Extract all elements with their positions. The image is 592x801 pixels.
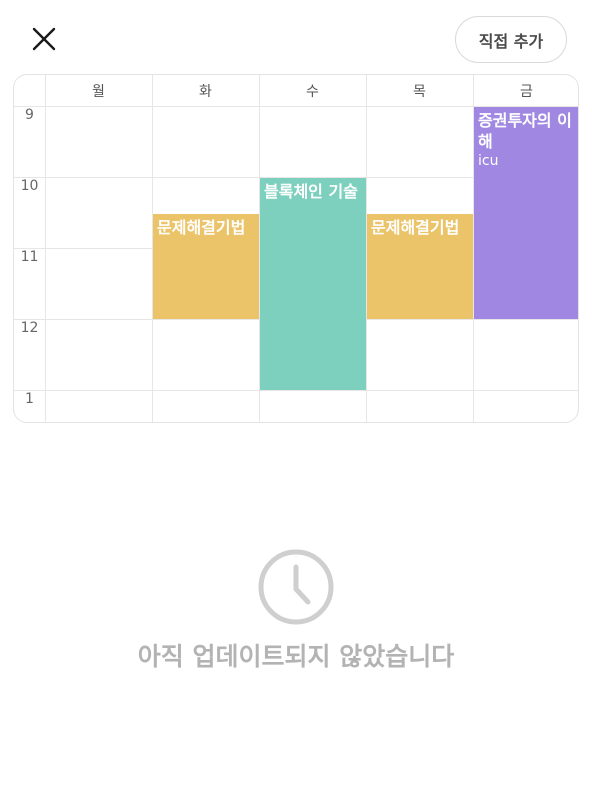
close-icon [32, 27, 56, 51]
day-header: 수 [306, 83, 319, 100]
class-title: 블록체인 기술 [264, 182, 358, 201]
hour-label: 1 [25, 391, 34, 407]
hour-label: 9 [25, 107, 34, 123]
add-manually-button[interactable]: 직접 추가 [455, 16, 567, 63]
grid-column-line [152, 75, 153, 422]
day-header: 목 [413, 83, 426, 100]
class-block[interactable]: 블록체인 기술 [260, 178, 366, 390]
empty-state-message: 아직 업데이트되지 않았습니다 [137, 642, 455, 671]
class-block[interactable]: 문제해결기법 [367, 213, 473, 319]
clock-icon [258, 549, 334, 625]
grid-row-line [14, 390, 578, 391]
hour-label: 10 [20, 178, 39, 194]
class-block[interactable]: 증권투자의 이해 icu [474, 107, 578, 319]
grid-column-line [45, 75, 46, 422]
class-block[interactable]: 문제해결기법 [153, 213, 259, 319]
grid-row-line [14, 177, 578, 178]
day-header: 화 [199, 83, 212, 100]
class-title: 증권투자의 이해 [478, 111, 572, 151]
class-room: icu [478, 153, 499, 169]
grid-column-line [259, 75, 260, 422]
class-title: 문제해결기법 [371, 217, 460, 237]
day-header: 금 [520, 83, 533, 100]
class-title: 문제해결기법 [157, 217, 246, 237]
grid-row-line [14, 106, 578, 107]
hour-label: 11 [20, 249, 39, 265]
grid-column-line [473, 75, 474, 422]
day-header: 월 [92, 83, 105, 100]
grid-column-line [366, 75, 367, 422]
close-button[interactable] [26, 22, 62, 58]
hour-label: 12 [20, 320, 39, 336]
